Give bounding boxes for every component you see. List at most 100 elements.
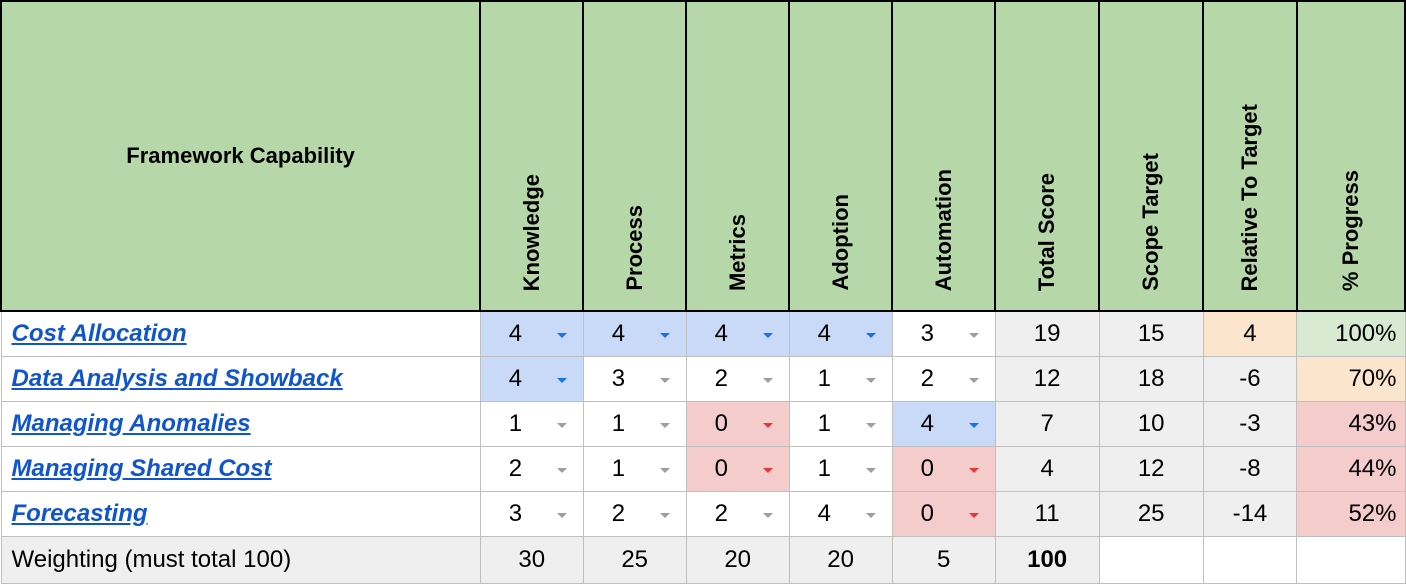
scope-target-cell[interactable]: 25 [1098,490,1204,537]
capability-cell[interactable]: Data Analysis and Showback [0,355,481,402]
header-metrics[interactable]: Metrics [685,0,791,312]
relative-to-target-cell[interactable]: -6 [1202,355,1298,402]
knowledge-dropdown[interactable]: 3 [479,490,584,537]
chevron-down-icon[interactable] [556,333,567,338]
total-score-cell[interactable]: 12 [994,355,1100,402]
automation-dropdown[interactable]: 4 [891,400,996,447]
weighting-knowledge[interactable]: 30 [479,535,584,584]
scope-target-cell[interactable]: 15 [1098,310,1204,357]
process-dropdown[interactable]: 4 [582,310,687,357]
chevron-down-icon[interactable] [556,467,567,473]
header-capability[interactable]: Framework Capability [0,0,482,312]
weighting-automation[interactable]: 5 [891,535,996,584]
progress-cell[interactable]: 70% [1296,355,1406,402]
scope-target-cell[interactable]: 18 [1098,355,1204,402]
total-score-cell[interactable]: 11 [994,490,1100,537]
capability-cell[interactable]: Managing Shared Cost [0,445,481,492]
metrics-dropdown[interactable]: 2 [685,355,790,402]
capability-link[interactable]: Managing Anomalies [11,409,251,437]
chevron-down-icon[interactable] [659,512,670,518]
scope-target-cell[interactable]: 12 [1098,445,1204,492]
progress-cell[interactable]: 100% [1296,310,1406,357]
chevron-down-icon[interactable] [865,512,876,518]
chevron-down-icon[interactable] [865,377,876,383]
chevron-down-icon[interactable] [968,467,979,473]
automation-dropdown[interactable]: 0 [891,445,996,492]
header-progress[interactable]: % Progress [1295,0,1406,312]
capability-link[interactable]: Forecasting [11,499,148,527]
chevron-down-icon[interactable] [865,422,876,428]
adoption-dropdown[interactable]: 4 [788,490,893,537]
empty-cell[interactable] [1098,535,1204,584]
adoption-dropdown[interactable]: 1 [788,400,893,447]
header-automation[interactable]: Automation [891,0,997,312]
metrics-dropdown[interactable]: 4 [685,310,790,357]
scope-target-cell[interactable]: 10 [1098,400,1204,447]
empty-cell[interactable] [1296,535,1406,584]
chevron-down-icon[interactable] [865,333,876,338]
chevron-down-icon[interactable] [762,512,773,518]
chevron-down-icon[interactable] [865,467,876,473]
process-dropdown[interactable]: 1 [582,400,687,447]
chevron-down-icon[interactable] [762,377,773,383]
chevron-down-icon[interactable] [762,467,773,473]
capability-link[interactable]: Cost Allocation [11,319,187,347]
header-total-score[interactable]: Total Score [994,0,1101,312]
metrics-dropdown[interactable]: 0 [685,400,790,447]
capability-cell[interactable]: Forecasting [0,490,481,537]
process-dropdown[interactable]: 1 [582,445,687,492]
weighting-total[interactable]: 100 [994,535,1100,584]
progress-cell[interactable]: 44% [1296,445,1406,492]
knowledge-dropdown[interactable]: 2 [479,445,584,492]
capability-link[interactable]: Managing Shared Cost [11,454,272,482]
progress-cell[interactable]: 43% [1296,400,1406,447]
automation-dropdown[interactable]: 3 [891,310,996,357]
chevron-down-icon[interactable] [556,377,567,383]
adoption-dropdown[interactable]: 1 [788,355,893,402]
relative-to-target-cell[interactable]: -3 [1202,400,1298,447]
header-process[interactable]: Process [582,0,688,312]
weighting-process[interactable]: 25 [582,535,687,584]
chevron-down-icon[interactable] [762,422,773,428]
header-relative-to-target[interactable]: Relative To Target [1202,0,1298,312]
knowledge-dropdown[interactable]: 4 [479,310,584,357]
total-score-cell[interactable]: 4 [994,445,1100,492]
automation-dropdown[interactable]: 2 [891,355,996,402]
capability-cell[interactable]: Cost Allocation [0,310,481,357]
capability-link[interactable]: Data Analysis and Showback [11,364,343,392]
adoption-dropdown[interactable]: 4 [788,310,893,357]
weighting-adoption[interactable]: 20 [788,535,893,584]
knowledge-dropdown[interactable]: 4 [479,355,584,402]
chevron-down-icon[interactable] [659,467,670,473]
process-dropdown[interactable]: 2 [582,490,687,537]
metrics-dropdown[interactable]: 0 [685,445,790,492]
knowledge-dropdown[interactable]: 1 [479,400,584,447]
relative-to-target-cell[interactable]: -14 [1202,490,1298,537]
progress-cell[interactable]: 52% [1296,490,1406,537]
relative-to-target-cell[interactable]: -8 [1202,445,1298,492]
weighting-metrics[interactable]: 20 [685,535,790,584]
chevron-down-icon[interactable] [968,377,979,383]
total-score-cell[interactable]: 19 [994,310,1100,357]
empty-cell[interactable] [1202,535,1298,584]
chevron-down-icon[interactable] [659,333,670,338]
adoption-dropdown[interactable]: 1 [788,445,893,492]
total-score-cell[interactable]: 7 [994,400,1100,447]
process-dropdown[interactable]: 3 [582,355,687,402]
chevron-down-icon[interactable] [762,333,773,338]
chevron-down-icon[interactable] [556,512,567,518]
metrics-dropdown[interactable]: 2 [685,490,790,537]
capability-cell[interactable]: Managing Anomalies [0,400,481,447]
chevron-down-icon[interactable] [556,422,567,428]
chevron-down-icon[interactable] [659,422,670,428]
relative-to-target-cell[interactable]: 4 [1202,310,1298,357]
automation-dropdown[interactable]: 0 [891,490,996,537]
header-scope-target[interactable]: Scope Target [1098,0,1205,312]
chevron-down-icon[interactable] [968,333,979,338]
chevron-down-icon[interactable] [659,377,670,383]
header-adoption[interactable]: Adoption [788,0,894,312]
header-knowledge[interactable]: Knowledge [479,0,585,312]
chevron-down-icon[interactable] [968,512,979,518]
weighting-label[interactable]: Weighting (must total 100) [0,535,481,584]
chevron-down-icon[interactable] [968,422,979,428]
